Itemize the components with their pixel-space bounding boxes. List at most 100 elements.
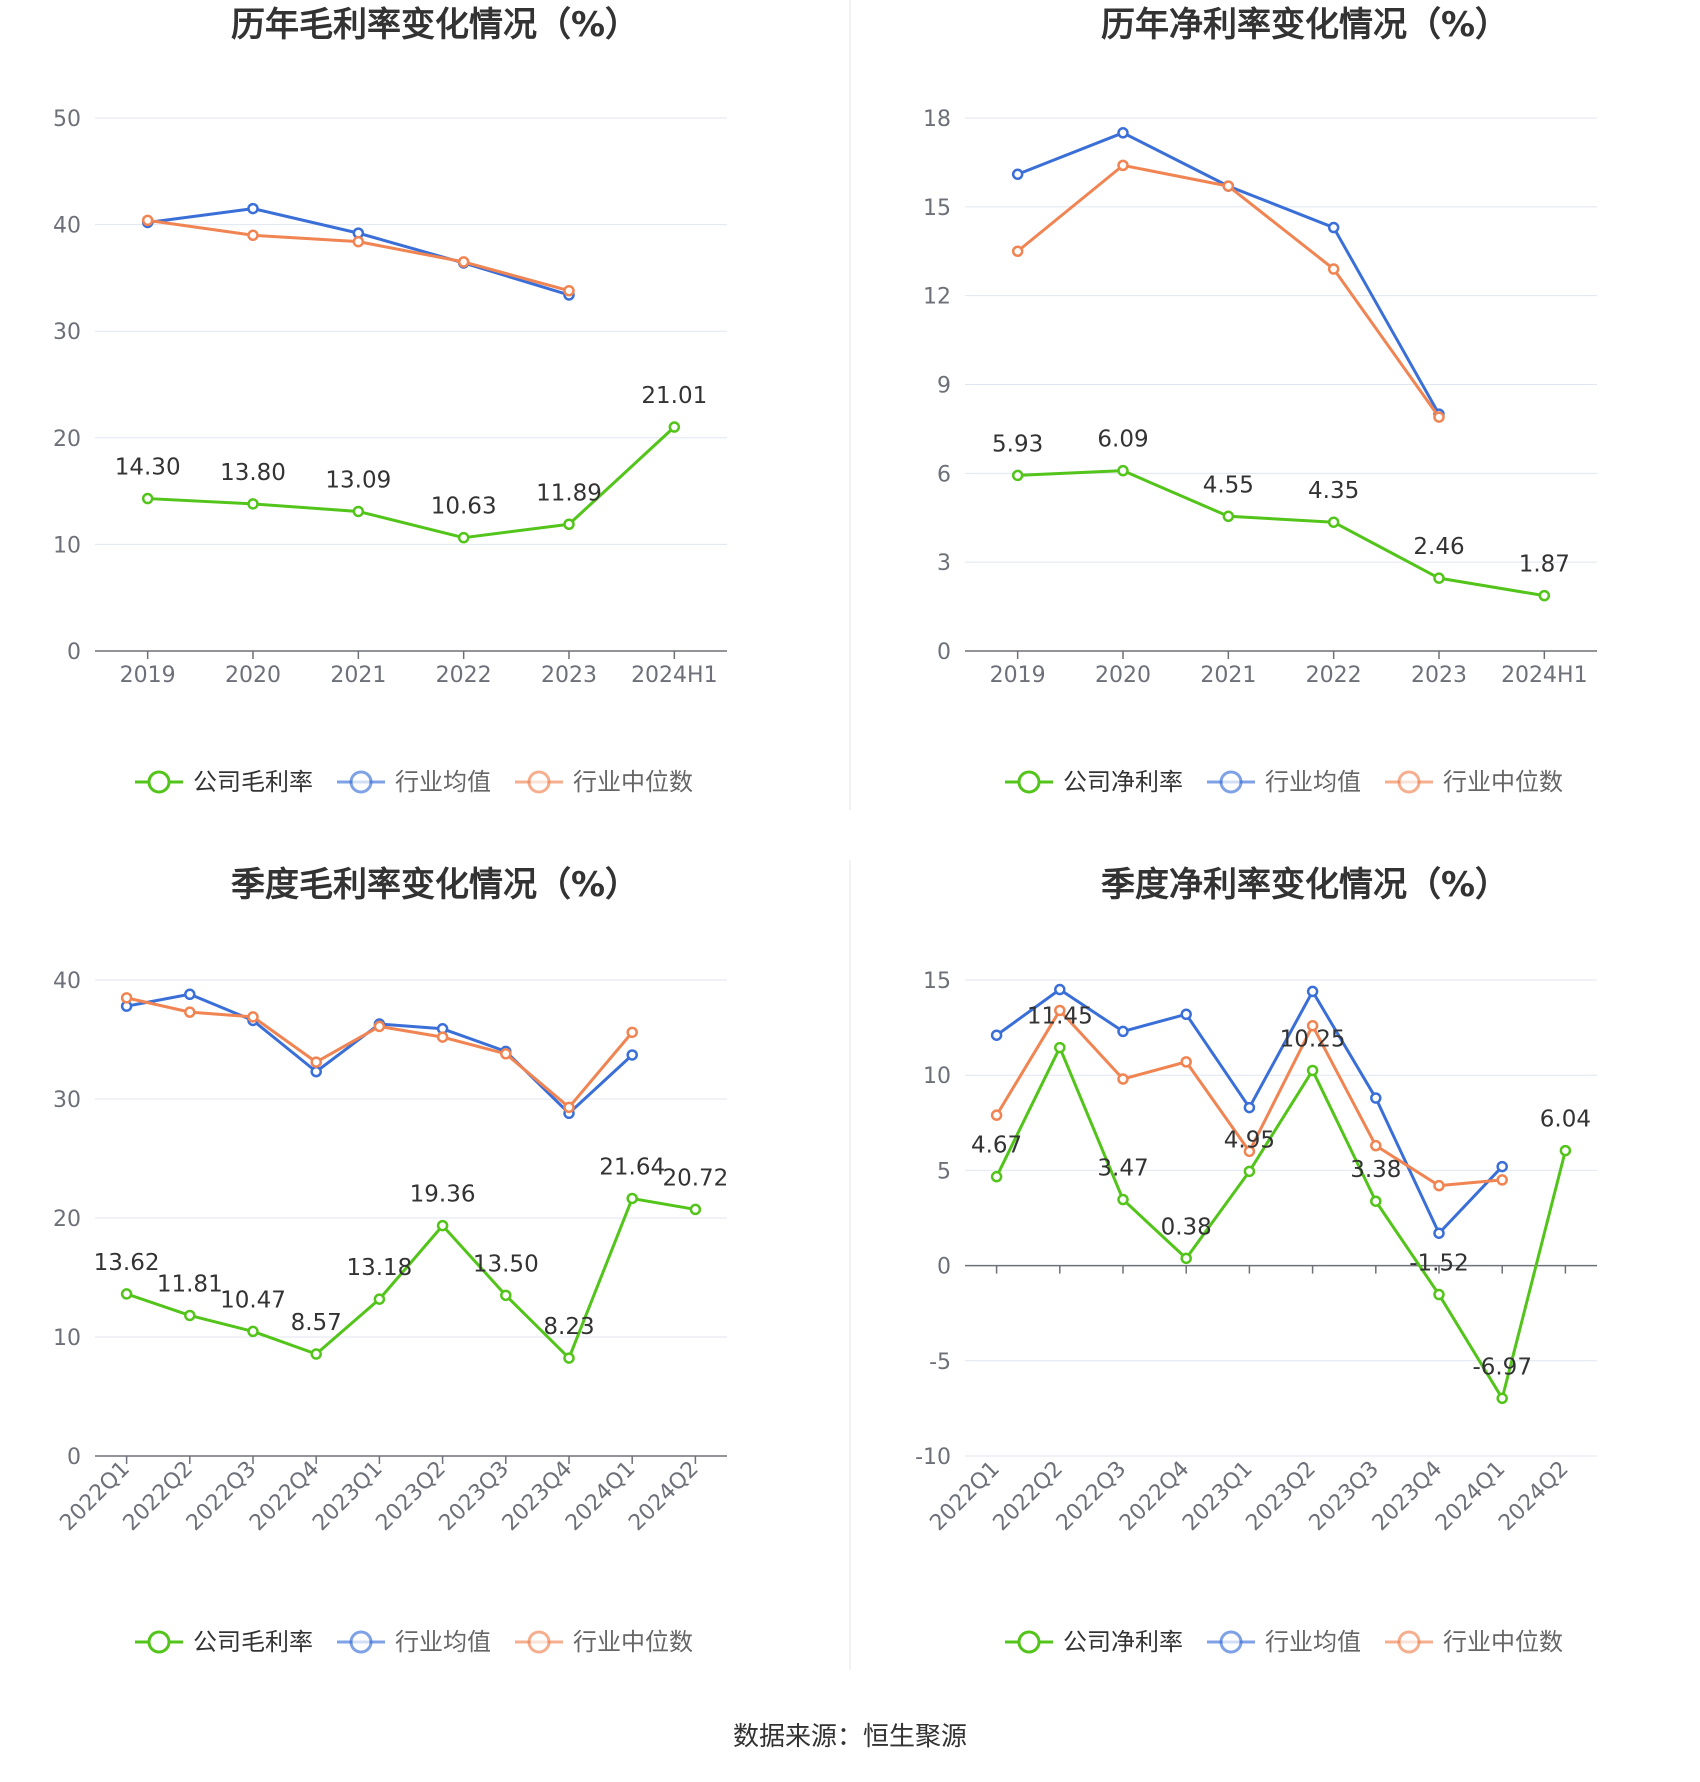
data-point-median[interactable] [1222,180,1235,192]
data-point-company[interactable] [689,1203,702,1216]
data-point-avg[interactable] [247,202,259,215]
data-point-company[interactable] [563,1352,575,1364]
data-point-avg[interactable] [626,1049,638,1061]
data-point-avg[interactable] [1117,127,1129,139]
data-point-company[interactable] [1559,1144,1572,1157]
data-label: 8.57 [291,1310,342,1336]
data-point-avg[interactable] [310,1065,322,1078]
data-point-company[interactable] [1011,469,1024,482]
data-point-company[interactable] [247,498,259,510]
x-tick-label: 2022Q2 [119,1457,198,1536]
data-point-company[interactable] [457,531,470,544]
data-point-company[interactable] [184,1309,196,1322]
data-point-company[interactable] [1370,1195,1382,1207]
legend-item-company[interactable]: 公司净利率 [1005,768,1183,796]
data-point-avg[interactable] [1243,1101,1256,1114]
series-line-median [995,1008,1503,1188]
legend-item-median[interactable]: 行业中位数 [1385,768,1563,796]
data-point-median[interactable] [247,1011,259,1023]
data-point-avg[interactable] [1117,1025,1129,1038]
legend-label: 行业均值 [1265,1628,1361,1656]
data-point-company[interactable] [500,1289,512,1302]
data-point-median[interactable] [436,1031,449,1043]
data-point-avg[interactable] [990,1029,1003,1041]
data-point-company[interactable] [120,1288,133,1300]
data-point-company[interactable] [1327,516,1340,528]
data-point-median[interactable] [626,1026,638,1039]
data-point-median[interactable] [1433,411,1445,423]
x-tick-label: 2022Q3 [1052,1457,1131,1536]
data-point-median[interactable] [141,214,154,227]
data-point-avg[interactable] [1054,983,1066,996]
data-point-company[interactable] [1538,589,1551,602]
data-point-avg[interactable] [1327,221,1340,234]
data-point-company[interactable] [436,1219,449,1232]
data-point-median[interactable] [563,284,575,297]
data-point-company[interactable] [668,421,681,433]
data-point-median[interactable] [120,992,133,1004]
data-point-median[interactable] [1117,159,1129,172]
data-point-median[interactable] [352,235,365,248]
data-point-avg[interactable] [1306,985,1319,998]
data-point-median[interactable] [1327,263,1340,275]
data-point-company[interactable] [1180,1252,1192,1265]
data-point-company[interactable] [1433,1288,1445,1301]
data-point-avg[interactable] [184,988,196,1001]
data-point-median[interactable] [1496,1174,1508,1186]
data-point-median[interactable] [1011,245,1024,257]
data-point-company[interactable] [1306,1064,1319,1077]
legend-item-avg[interactable]: 行业均值 [1207,768,1361,796]
data-label: 8.23 [543,1314,594,1340]
legend-item-company[interactable]: 公司净利率 [1005,1628,1183,1656]
data-point-company[interactable] [563,518,575,531]
data-point-avg[interactable] [1370,1092,1382,1104]
data-point-median[interactable] [310,1056,322,1068]
data-point-company[interactable] [1117,464,1129,477]
data-point-company[interactable] [1117,1193,1129,1206]
data-point-median[interactable] [457,256,470,268]
legend-item-median[interactable]: 行业中位数 [515,1628,693,1656]
data-point-median[interactable] [990,1109,1003,1121]
data-point-median[interactable] [1180,1056,1192,1068]
data-point-median[interactable] [247,229,259,242]
data-point-median[interactable] [373,1020,386,1033]
data-point-median[interactable] [1117,1073,1129,1085]
data-point-avg[interactable] [1011,168,1024,181]
legend-item-median[interactable]: 行业中位数 [1385,1628,1563,1656]
data-point-company[interactable] [1054,1041,1066,1054]
x-tick-label: 2024Q2 [624,1457,703,1536]
data-point-company[interactable] [626,1192,638,1205]
legend-item-company[interactable]: 公司毛利率 [135,768,313,796]
data-point-median[interactable] [500,1048,512,1060]
data-point-median[interactable] [184,1006,196,1018]
data-point-company[interactable] [352,505,365,518]
data-point-company[interactable] [373,1293,386,1305]
x-tick-label: 2023 [541,663,597,688]
x-tick-label: 2024H1 [1501,663,1588,688]
data-point-company[interactable] [1243,1165,1256,1178]
data-point-median[interactable] [1370,1139,1382,1152]
legend-item-median[interactable]: 行业中位数 [515,768,693,796]
data-point-avg[interactable] [1433,1227,1445,1239]
data-point-median[interactable] [563,1101,575,1114]
data-point-company[interactable] [1496,1392,1508,1405]
legend-item-company[interactable]: 公司毛利率 [135,1628,313,1656]
data-point-avg[interactable] [1496,1160,1508,1173]
data-point-company[interactable] [990,1170,1003,1183]
data-point-company[interactable] [141,492,154,505]
data-point-avg[interactable] [1180,1008,1192,1021]
x-tick-label: 2022Q3 [182,1457,261,1536]
data-point-median[interactable] [1433,1179,1445,1192]
data-point-company[interactable] [310,1348,322,1360]
data-point-company[interactable] [247,1325,259,1338]
data-point-company[interactable] [1222,510,1235,523]
legend-item-avg[interactable]: 行业均值 [1207,1628,1361,1656]
data-point-company[interactable] [1433,572,1445,584]
data-point-median[interactable] [1306,1019,1319,1032]
data-point-median[interactable] [1054,1004,1066,1017]
legend-item-avg[interactable]: 行业均值 [337,768,491,796]
y-tick-label: 40 [53,969,81,994]
data-point-median[interactable] [1243,1145,1256,1158]
legend-item-avg[interactable]: 行业均值 [337,1628,491,1656]
